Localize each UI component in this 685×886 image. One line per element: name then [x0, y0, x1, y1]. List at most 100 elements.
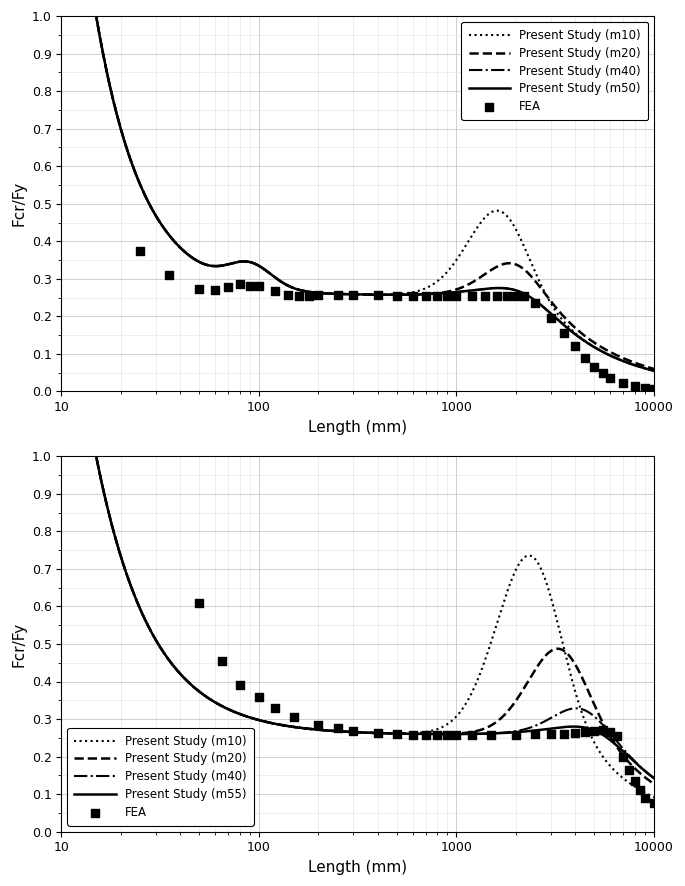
FEA	[558, 727, 569, 741]
Present Study (m40)	[338, 727, 347, 737]
FEA	[570, 339, 581, 354]
Present Study (m40)	[338, 289, 347, 299]
FEA	[164, 268, 175, 282]
FEA	[466, 728, 477, 742]
FEA	[580, 351, 591, 365]
FEA	[451, 289, 462, 303]
FEA	[570, 727, 581, 741]
Present Study (m20)	[633, 765, 641, 775]
Present Study (m10)	[353, 289, 362, 299]
Line: Present Study (m10): Present Study (m10)	[77, 341, 654, 797]
Present Study (m50)	[650, 366, 658, 377]
Legend: Present Study (m10), Present Study (m20), Present Study (m40), Present Study (m5: Present Study (m10), Present Study (m20)…	[67, 727, 254, 826]
Present Study (m10)	[102, 65, 110, 75]
Present Study (m50)	[633, 361, 641, 371]
FEA	[618, 750, 629, 764]
Line: Present Study (m50): Present Study (m50)	[77, 0, 654, 371]
Present Study (m55)	[338, 727, 347, 737]
Present Study (m55)	[633, 758, 641, 769]
FEA	[491, 289, 502, 303]
Present Study (m50)	[353, 289, 362, 299]
FEA	[624, 763, 635, 777]
Present Study (m10)	[650, 792, 658, 803]
FEA	[558, 326, 569, 340]
FEA	[479, 289, 490, 303]
Present Study (m20)	[650, 363, 658, 374]
FEA	[332, 721, 343, 735]
Present Study (m20)	[527, 671, 536, 681]
FEA	[432, 289, 443, 303]
FEA	[407, 727, 418, 742]
FEA	[618, 376, 629, 390]
FEA	[580, 725, 591, 739]
Present Study (m20)	[73, 336, 81, 346]
Y-axis label: Fcr/Fy: Fcr/Fy	[11, 621, 26, 666]
Present Study (m20)	[527, 271, 536, 282]
Present Study (m10)	[633, 361, 641, 371]
FEA	[269, 701, 280, 715]
Present Study (m10)	[527, 551, 536, 562]
Present Study (m10)	[527, 258, 536, 268]
FEA	[510, 289, 521, 303]
Present Study (m40)	[353, 727, 362, 738]
FEA	[216, 654, 227, 668]
Present Study (m10)	[633, 782, 641, 793]
Line: Present Study (m40): Present Study (m40)	[77, 341, 654, 778]
Present Study (m10)	[650, 366, 658, 377]
FEA	[605, 370, 616, 385]
Legend: Present Study (m10), Present Study (m20), Present Study (m40), Present Study (m5: Present Study (m10), Present Study (m20)…	[462, 22, 648, 120]
Present Study (m40)	[527, 722, 536, 733]
FEA	[332, 287, 343, 301]
Present Study (m55)	[73, 336, 81, 346]
Present Study (m40)	[73, 336, 81, 346]
FEA	[639, 381, 650, 395]
FEA	[530, 727, 540, 741]
FEA	[373, 288, 384, 302]
Present Study (m40)	[633, 758, 641, 769]
FEA	[282, 287, 293, 301]
Present Study (m40)	[633, 361, 641, 371]
FEA	[234, 277, 245, 291]
Present Study (m20)	[353, 289, 362, 299]
FEA	[510, 727, 521, 742]
FEA	[421, 289, 432, 303]
Present Study (m20)	[633, 358, 641, 369]
FEA	[392, 727, 403, 741]
FEA	[451, 728, 462, 742]
FEA	[269, 284, 280, 299]
Present Study (m40)	[353, 289, 362, 299]
FEA	[253, 689, 264, 703]
FEA	[223, 280, 234, 294]
Present Study (m10)	[633, 361, 641, 371]
Present Study (m10)	[353, 727, 362, 738]
FEA	[639, 790, 650, 804]
Present Study (m40)	[527, 292, 536, 303]
Present Study (m10)	[338, 727, 347, 737]
FEA	[313, 718, 324, 732]
Present Study (m20)	[633, 358, 641, 369]
Present Study (m20)	[338, 289, 347, 299]
Line: Present Study (m10): Present Study (m10)	[77, 0, 654, 371]
Present Study (m50)	[633, 361, 641, 371]
FEA	[649, 382, 660, 396]
Present Study (m40)	[633, 361, 641, 371]
FEA	[442, 728, 453, 742]
FEA	[253, 278, 264, 292]
FEA	[313, 288, 324, 302]
FEA	[304, 289, 315, 303]
Present Study (m20)	[338, 727, 347, 737]
X-axis label: Length (mm): Length (mm)	[308, 860, 408, 874]
Present Study (m50)	[527, 292, 536, 303]
X-axis label: Length (mm): Length (mm)	[308, 420, 408, 435]
FEA	[519, 289, 530, 303]
FEA	[245, 278, 256, 292]
Present Study (m50)	[102, 65, 110, 75]
Present Study (m55)	[527, 726, 536, 736]
Present Study (m10)	[73, 336, 81, 346]
Present Study (m20)	[102, 498, 110, 509]
FEA	[597, 722, 608, 736]
FEA	[194, 596, 205, 610]
FEA	[421, 728, 432, 742]
FEA	[466, 289, 477, 303]
FEA	[373, 727, 384, 741]
